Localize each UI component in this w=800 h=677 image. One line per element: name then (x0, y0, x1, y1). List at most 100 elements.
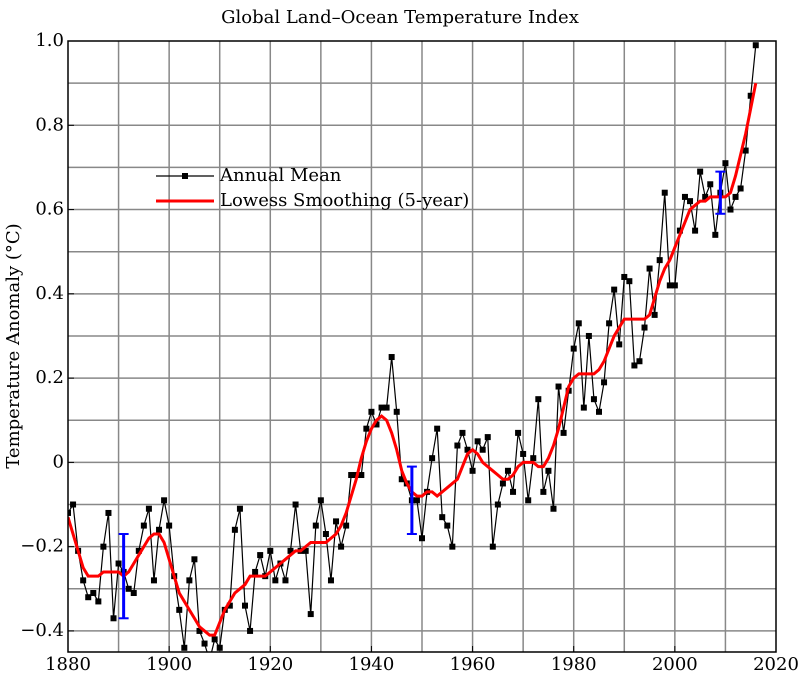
data-point (590, 396, 597, 403)
data-point (596, 408, 602, 415)
data-point (236, 505, 243, 512)
data-point (520, 450, 527, 457)
data-point (692, 227, 699, 234)
data-point (742, 147, 749, 154)
data-point (545, 467, 552, 474)
data-point (530, 455, 537, 462)
data-point (186, 577, 193, 584)
data-point (606, 320, 613, 327)
data-point (68, 509, 71, 516)
data-point (90, 590, 97, 597)
data-point (631, 362, 638, 369)
data-point (646, 265, 653, 272)
legend-label: Annual Mean (219, 165, 342, 186)
data-point (621, 273, 628, 280)
data-point (413, 497, 420, 504)
data-point (419, 535, 425, 542)
data-point (499, 480, 506, 487)
y-axis-label: Temperature Anomaly (°C) (3, 223, 24, 468)
data-point (80, 577, 87, 584)
data-point (130, 590, 137, 597)
data-point (207, 657, 213, 663)
data-point (196, 627, 203, 634)
data-point (687, 198, 694, 205)
data-point (282, 577, 289, 584)
x-tick-label: 1920 (247, 654, 293, 675)
series-line (68, 82, 758, 637)
data-point (429, 455, 436, 462)
data-point (110, 615, 117, 622)
data-point (752, 42, 759, 49)
x-tick-label: 2000 (652, 654, 698, 675)
data-point (150, 577, 157, 584)
data-point (307, 611, 314, 618)
data-point (176, 606, 183, 613)
data-point (707, 181, 714, 188)
x-tick-label: 1980 (551, 654, 597, 675)
data-point (469, 467, 476, 474)
x-tick-label: 1940 (349, 654, 395, 675)
data-point (312, 522, 319, 529)
data-point (434, 425, 441, 432)
data-point (702, 193, 709, 200)
data-point (70, 501, 77, 508)
data-point (272, 577, 279, 584)
data-point (611, 286, 618, 293)
data-point (616, 341, 623, 348)
data-point (626, 278, 633, 285)
data-point (484, 434, 491, 441)
data-point (697, 168, 704, 175)
data-point (459, 429, 466, 436)
data-point (712, 231, 719, 238)
y-tick-label: −0.2 (20, 536, 64, 557)
data-point (449, 543, 456, 550)
data-point (560, 429, 567, 436)
data-point (327, 577, 334, 584)
data-point (489, 543, 496, 550)
data-point (393, 408, 400, 415)
data-point (727, 206, 734, 213)
data-point (535, 396, 542, 403)
data-point (363, 425, 370, 432)
data-point (494, 501, 501, 508)
data-point (135, 547, 142, 554)
data-point (732, 193, 739, 200)
data-point (166, 522, 173, 529)
data-point (747, 92, 754, 99)
x-tick-label: 1900 (146, 654, 192, 675)
data-point (550, 505, 557, 512)
data-point (651, 311, 658, 318)
data-point (464, 446, 471, 453)
data-point (570, 345, 577, 352)
data-point (322, 531, 329, 538)
data-point (540, 488, 547, 495)
data-point (474, 438, 481, 445)
data-point (191, 556, 198, 563)
data-point (383, 404, 390, 411)
data-point (85, 594, 92, 601)
data-point (161, 497, 168, 504)
data-point (292, 501, 299, 508)
data-point (317, 497, 324, 504)
data-point (95, 598, 102, 605)
y-tick-label: 0.4 (35, 283, 64, 304)
data-point (302, 547, 309, 554)
data-point (737, 185, 744, 192)
data-point (504, 467, 511, 474)
y-tick-label: 0.8 (35, 114, 64, 135)
y-tick-label: 0.6 (35, 199, 64, 220)
data-point (211, 636, 218, 643)
data-point (641, 324, 648, 331)
data-point (479, 446, 486, 453)
y-tick-label: −0.4 (20, 620, 64, 641)
data-point (636, 358, 643, 365)
data-point (373, 421, 380, 428)
data-point (681, 193, 688, 200)
data-point (145, 505, 152, 512)
data-point (388, 354, 395, 361)
data-point (181, 644, 188, 651)
data-point (378, 404, 385, 411)
data-point (722, 160, 729, 167)
